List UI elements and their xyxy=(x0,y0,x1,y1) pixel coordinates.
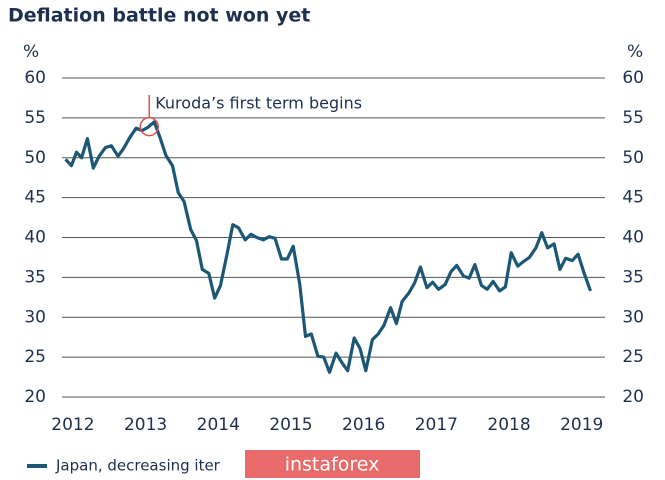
data-line xyxy=(64,120,593,374)
legend-label: Japan, decreasing iter xyxy=(55,457,221,475)
x-tick-label: 2012 xyxy=(51,415,94,435)
annotation-text: Kuroda’s first term begins xyxy=(155,94,362,113)
x-tick-label: 2015 xyxy=(269,415,312,435)
x-tick-label: 2014 xyxy=(197,415,240,435)
y-tick-label: 50 xyxy=(24,148,46,168)
y2-tick-label: 60 xyxy=(622,68,644,88)
y-tick-label: 45 xyxy=(24,188,46,208)
y-tick-label: 55 xyxy=(24,108,46,128)
y-tick-label: 35 xyxy=(24,267,46,287)
y2-tick-label: 25 xyxy=(622,347,644,367)
watermark-box xyxy=(245,450,420,478)
x-tick-label: 2016 xyxy=(342,415,385,435)
chart-title: Deflation battle not won yet xyxy=(8,5,310,27)
y-tick-label: 30 xyxy=(24,307,46,327)
y2-tick-label: 45 xyxy=(622,188,644,208)
x-tick-label: 2019 xyxy=(560,415,603,435)
y2-tick-label: 30 xyxy=(622,307,644,327)
y2-tick-label: 20 xyxy=(622,387,644,407)
y-unit-right: % xyxy=(627,42,643,62)
x-tick-label: 2017 xyxy=(415,415,458,435)
y-tick-label: 20 xyxy=(24,387,46,407)
y-unit-left: % xyxy=(23,42,39,62)
y2-tick-label: 35 xyxy=(622,267,644,287)
y2-tick-label: 50 xyxy=(622,148,644,168)
y2-tick-label: 55 xyxy=(622,108,644,128)
y2-tick-label: 40 xyxy=(622,228,644,248)
y-tick-label: 25 xyxy=(24,347,46,367)
x-tick-label: 2018 xyxy=(487,415,530,435)
watermark: instaforex xyxy=(285,454,380,476)
y-tick-label: 40 xyxy=(24,228,46,248)
x-tick-label: 2013 xyxy=(124,415,167,435)
y-tick-label: 60 xyxy=(24,68,46,88)
